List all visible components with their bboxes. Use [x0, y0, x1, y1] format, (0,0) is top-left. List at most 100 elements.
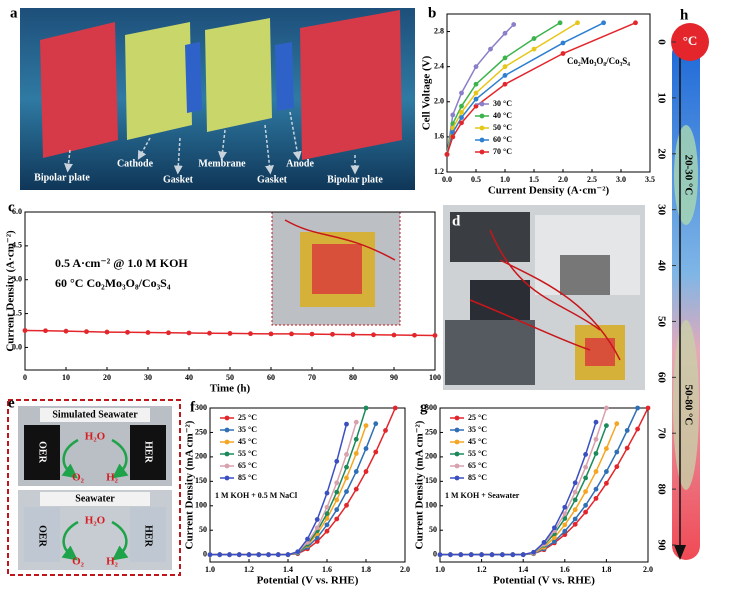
annotation: 0.5 A·cm⁻² @ 1.0 M KOH	[55, 256, 188, 270]
data-point	[531, 549, 536, 555]
data-point	[324, 528, 330, 534]
data-point	[268, 331, 274, 337]
data-point	[344, 452, 349, 457]
data-point	[314, 517, 320, 522]
data-point	[383, 428, 388, 433]
x-tick-label: 3.5	[645, 175, 655, 184]
data-point	[324, 504, 330, 510]
y-tick-label: 200	[195, 452, 207, 461]
data-point	[473, 90, 479, 96]
legend-dot	[224, 475, 230, 481]
data-point	[391, 332, 397, 338]
data-point	[334, 458, 340, 464]
y-tick-label: 2.4	[434, 61, 444, 70]
data-point	[125, 329, 130, 335]
x-tick-label: 50	[226, 373, 234, 382]
x-tick-label: 60	[267, 373, 275, 382]
product: O₂	[72, 556, 85, 568]
annotation: Co₂Mo₃O₈/Co₃S₄	[567, 56, 630, 66]
panel-label: d	[452, 213, 461, 229]
y-tick-label: 150	[425, 476, 437, 485]
component-label: Bipolar plate	[34, 172, 90, 183]
y-tick-label: 50	[429, 525, 437, 534]
legend-label: 85 °C	[468, 473, 487, 482]
data-point	[353, 451, 359, 456]
x-tick-label: 0.5	[471, 175, 481, 184]
range-label: 20-30 °C	[682, 155, 694, 196]
data-point	[363, 423, 369, 428]
data-point	[562, 516, 568, 521]
legend-dot	[224, 451, 230, 457]
y-tick-label: 150	[195, 476, 207, 485]
legend-dot	[224, 463, 230, 469]
electrode: HER	[143, 525, 154, 547]
data-point	[572, 489, 578, 495]
label-box	[40, 492, 150, 506]
legend-label: 55 °C	[238, 449, 257, 458]
data-point	[593, 451, 599, 456]
x-tick-label: 90	[390, 373, 398, 382]
scale-label: 20	[655, 148, 667, 160]
data-point	[560, 40, 566, 46]
legend-label: 65 °C	[238, 461, 257, 470]
x-tick-label: 1.2	[477, 565, 487, 574]
data-point	[593, 496, 599, 501]
data-point	[604, 469, 609, 474]
data-point	[458, 552, 464, 558]
data-point	[104, 329, 110, 335]
panel-label: a	[10, 5, 18, 21]
scale-label: 70	[655, 428, 667, 440]
x-axis-label: Time (h)	[210, 383, 251, 395]
plot-frame	[446, 13, 651, 173]
data-point	[350, 332, 356, 337]
data-point	[583, 464, 588, 470]
y-axis-label: Current Density (mA cm⁻²)	[414, 420, 426, 549]
x-tick-label: 100	[429, 373, 441, 382]
data-point	[510, 552, 516, 558]
y-tick-label: 0	[203, 549, 207, 558]
data-point	[473, 64, 479, 70]
data-point	[227, 552, 232, 558]
data-point	[562, 504, 568, 510]
y-tick-label: 1.6	[434, 132, 444, 141]
annotation: 1 M KOH + 0.5 M NaCl	[215, 491, 298, 500]
data-point	[432, 333, 438, 338]
data-point	[305, 536, 310, 542]
component-label: Gasket	[257, 174, 288, 185]
data-point	[217, 552, 223, 558]
data-point	[572, 497, 578, 503]
data-point	[645, 405, 651, 411]
data-point	[344, 475, 349, 481]
data-point	[344, 502, 349, 508]
legend-label: 25 °C	[468, 413, 487, 422]
data-point	[289, 331, 294, 337]
data-point	[344, 489, 349, 494]
setup-photo	[443, 205, 645, 390]
legend-dot	[454, 463, 460, 469]
data-point	[583, 509, 588, 515]
data-point	[583, 489, 588, 494]
panel-label: h	[680, 7, 689, 23]
bulb-unit: °C	[683, 33, 698, 48]
data-point	[353, 419, 359, 425]
y-tick-label: 1.2	[434, 167, 444, 176]
legend-dot	[454, 475, 460, 481]
legend-dot	[479, 149, 485, 155]
y-tick-label: 2.8	[434, 26, 444, 35]
data-point	[572, 480, 578, 486]
scale-label: 80	[655, 484, 667, 496]
scale-label: 30	[655, 204, 667, 216]
data-point	[562, 522, 568, 528]
data-point	[531, 46, 537, 52]
x-axis-label: Potential (V vs. RHE)	[493, 575, 595, 587]
data-point	[22, 328, 28, 333]
y-axis-label: Current Density (mA cm⁻²)	[184, 420, 196, 549]
legend-dot	[224, 427, 230, 433]
legend-dot	[479, 101, 485, 107]
y-tick-label: 3.0	[12, 275, 22, 284]
annotation: 1 M KOH + Seawater	[445, 491, 520, 500]
data-point	[572, 507, 578, 513]
legend-label: 30 °C	[493, 99, 512, 108]
data-point	[392, 405, 398, 411]
x-tick-label: 30	[144, 373, 152, 382]
